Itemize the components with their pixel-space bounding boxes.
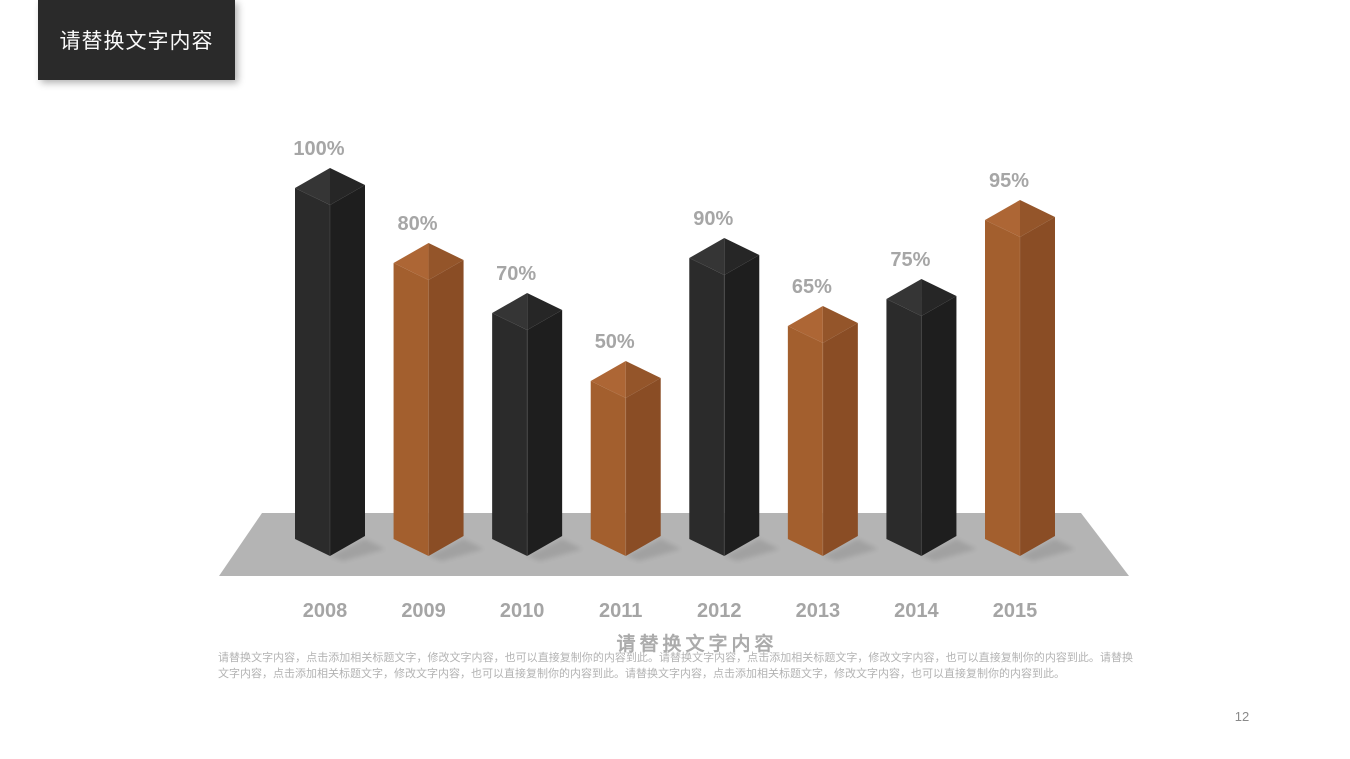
bar-shadow-2014 [921, 539, 977, 561]
bar-shadow-2008 [330, 539, 385, 561]
header-title: 请替换文字内容 [59, 30, 214, 53]
bar-value-label-2014: 75% [890, 249, 930, 271]
bar-value-label-2008: 100% [293, 138, 344, 160]
category-label-2011: 2011 [599, 600, 642, 622]
bar-top-left-2010 [492, 293, 528, 330]
bar-top-right-2010 [527, 293, 563, 330]
bar-face-left-2010 [492, 313, 528, 556]
bar-face-left-2012 [689, 258, 725, 556]
header-title-box[interactable]: 请替换文字内容 [38, 0, 235, 80]
bar-face-right-2013 [822, 323, 858, 556]
page-number: 12 [1234, 709, 1250, 724]
bar-face-right-2008 [330, 185, 365, 556]
bar-top-left-2015 [985, 200, 1020, 237]
bar-face-right-2010 [527, 310, 563, 556]
bar-face-right-2015 [1020, 217, 1055, 556]
bar-top-left-2009 [393, 243, 429, 280]
bar-top-right-2011 [625, 361, 661, 398]
bar-value-label-2012: 90% [693, 208, 733, 230]
bar-face-right-2011 [625, 378, 661, 556]
bar-value-label-2010: 70% [496, 263, 536, 285]
bar-top-left-2008 [295, 168, 330, 205]
bar-face-left-2008 [295, 188, 330, 556]
bar-value-label-2015: 95% [989, 170, 1029, 192]
bar-top-left-2013 [787, 306, 823, 343]
bar-top-left-2014 [886, 279, 922, 316]
bar-face-left-2014 [886, 299, 922, 556]
bar-top-right-2008 [330, 168, 365, 205]
bar-shadow-2015 [1020, 539, 1075, 561]
bar-value-label-2009: 80% [398, 213, 438, 235]
bar-face-right-2009 [428, 260, 464, 556]
bar-top-right-2009 [428, 243, 464, 280]
category-label-2013: 2013 [796, 600, 841, 622]
bar-face-left-2009 [393, 263, 429, 556]
bar-shadow-2010 [527, 539, 583, 561]
category-label-2009: 2009 [401, 600, 446, 622]
category-label-2010: 2010 [500, 600, 545, 622]
bar-shadow-2009 [428, 539, 484, 561]
category-label-2015: 2015 [993, 600, 1038, 622]
bar-top-left-2011 [590, 361, 626, 398]
bar-face-right-2014 [921, 296, 957, 556]
category-label-2014: 2014 [894, 600, 939, 622]
bar-shadow-2012 [724, 539, 780, 561]
bar-face-left-2015 [985, 220, 1020, 556]
bar-face-right-2012 [724, 255, 760, 556]
bar-top-right-2015 [1020, 200, 1055, 237]
category-label-2008: 2008 [303, 600, 348, 622]
bar-value-label-2013: 65% [792, 276, 832, 298]
bar-top-right-2014 [921, 279, 957, 316]
bar-top-right-2013 [822, 306, 858, 343]
category-label-2012: 2012 [697, 600, 742, 622]
chart-caption-title[interactable]: 请替换文字内容 [616, 634, 778, 655]
bar-face-left-2011 [590, 381, 626, 556]
bar-top-right-2012 [724, 238, 760, 275]
bar-top-left-2012 [689, 238, 725, 275]
bar-shadow-2013 [822, 539, 878, 561]
bar-shadow-2011 [625, 539, 681, 561]
chart-caption-body[interactable]: 请替换文字内容，点击添加相关标题文字，修改文字内容，也可以直接复制你的内容到此。… [218, 652, 1133, 680]
bar-value-label-2011: 50% [595, 331, 635, 353]
bar-face-left-2013 [787, 326, 823, 556]
